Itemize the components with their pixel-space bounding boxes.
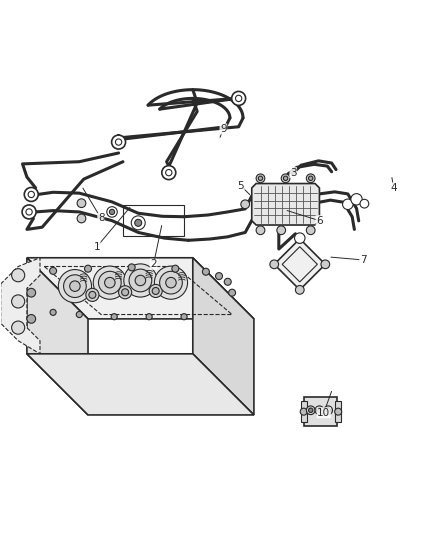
Circle shape bbox=[162, 166, 176, 180]
Circle shape bbox=[270, 260, 279, 269]
Circle shape bbox=[172, 265, 179, 272]
Circle shape bbox=[70, 281, 80, 292]
Text: 8: 8 bbox=[98, 214, 104, 223]
Circle shape bbox=[146, 313, 152, 320]
Polygon shape bbox=[252, 183, 319, 225]
Polygon shape bbox=[1, 258, 40, 354]
Circle shape bbox=[256, 226, 265, 235]
Text: 9: 9 bbox=[220, 124, 227, 134]
Circle shape bbox=[131, 216, 145, 230]
Circle shape bbox=[28, 191, 35, 198]
Circle shape bbox=[306, 406, 315, 415]
Polygon shape bbox=[300, 401, 307, 422]
Circle shape bbox=[306, 226, 315, 235]
Polygon shape bbox=[274, 239, 325, 290]
Circle shape bbox=[335, 408, 342, 415]
Circle shape bbox=[324, 406, 332, 415]
Circle shape bbox=[116, 139, 122, 145]
Circle shape bbox=[86, 288, 99, 302]
Circle shape bbox=[306, 174, 315, 183]
Text: 7: 7 bbox=[360, 255, 367, 265]
Text: 1: 1 bbox=[93, 242, 100, 252]
Polygon shape bbox=[27, 258, 254, 319]
Circle shape bbox=[22, 205, 36, 219]
Circle shape bbox=[283, 176, 288, 181]
Circle shape bbox=[256, 174, 265, 183]
Circle shape bbox=[110, 209, 115, 215]
Circle shape bbox=[122, 289, 129, 296]
Circle shape bbox=[27, 288, 35, 297]
Circle shape bbox=[129, 269, 152, 292]
Circle shape bbox=[77, 214, 86, 223]
Circle shape bbox=[315, 406, 324, 415]
Circle shape bbox=[258, 176, 263, 181]
Circle shape bbox=[317, 408, 321, 413]
Circle shape bbox=[149, 285, 162, 297]
Text: 3: 3 bbox=[290, 168, 297, 177]
Circle shape bbox=[105, 277, 115, 288]
Circle shape bbox=[229, 289, 236, 296]
Polygon shape bbox=[304, 398, 337, 426]
Circle shape bbox=[12, 269, 25, 282]
Circle shape bbox=[295, 286, 304, 294]
Polygon shape bbox=[193, 258, 254, 415]
Text: 5: 5 bbox=[237, 181, 244, 191]
Circle shape bbox=[77, 199, 86, 207]
Text: 10: 10 bbox=[317, 408, 330, 418]
Circle shape bbox=[241, 200, 250, 208]
Text: 2: 2 bbox=[150, 260, 157, 269]
Circle shape bbox=[326, 408, 330, 413]
Circle shape bbox=[277, 226, 286, 235]
Circle shape bbox=[12, 295, 25, 308]
Polygon shape bbox=[27, 258, 88, 415]
Polygon shape bbox=[335, 401, 341, 422]
Circle shape bbox=[135, 220, 142, 227]
Circle shape bbox=[58, 270, 92, 303]
Circle shape bbox=[215, 272, 223, 280]
Circle shape bbox=[300, 408, 307, 415]
Circle shape bbox=[49, 268, 57, 274]
Circle shape bbox=[112, 135, 126, 149]
Polygon shape bbox=[27, 354, 254, 415]
Circle shape bbox=[181, 313, 187, 320]
Circle shape bbox=[64, 275, 86, 297]
Circle shape bbox=[154, 266, 187, 299]
Circle shape bbox=[159, 271, 182, 294]
Circle shape bbox=[152, 287, 159, 294]
Circle shape bbox=[294, 233, 305, 244]
Text: 4: 4 bbox=[390, 183, 397, 193]
Circle shape bbox=[124, 264, 157, 297]
Circle shape bbox=[76, 311, 82, 318]
Circle shape bbox=[119, 286, 132, 299]
Circle shape bbox=[93, 266, 127, 299]
Circle shape bbox=[236, 95, 242, 102]
Circle shape bbox=[166, 169, 172, 176]
Circle shape bbox=[343, 199, 353, 209]
Circle shape bbox=[111, 313, 117, 320]
Circle shape bbox=[24, 188, 38, 201]
Circle shape bbox=[232, 92, 246, 106]
Circle shape bbox=[50, 309, 56, 316]
Circle shape bbox=[26, 209, 32, 215]
Circle shape bbox=[89, 292, 96, 298]
Circle shape bbox=[85, 265, 92, 272]
Circle shape bbox=[202, 268, 209, 275]
Circle shape bbox=[351, 193, 362, 205]
Circle shape bbox=[135, 275, 146, 286]
Circle shape bbox=[128, 264, 135, 271]
Circle shape bbox=[308, 408, 313, 413]
Circle shape bbox=[308, 176, 313, 181]
Circle shape bbox=[281, 174, 290, 183]
Circle shape bbox=[321, 260, 330, 269]
Circle shape bbox=[295, 235, 304, 243]
Text: 6: 6 bbox=[316, 216, 323, 225]
Circle shape bbox=[360, 199, 369, 208]
Circle shape bbox=[99, 271, 121, 294]
Circle shape bbox=[166, 277, 176, 288]
Circle shape bbox=[12, 321, 25, 334]
Circle shape bbox=[27, 314, 35, 323]
Circle shape bbox=[107, 207, 117, 217]
Circle shape bbox=[224, 278, 231, 285]
